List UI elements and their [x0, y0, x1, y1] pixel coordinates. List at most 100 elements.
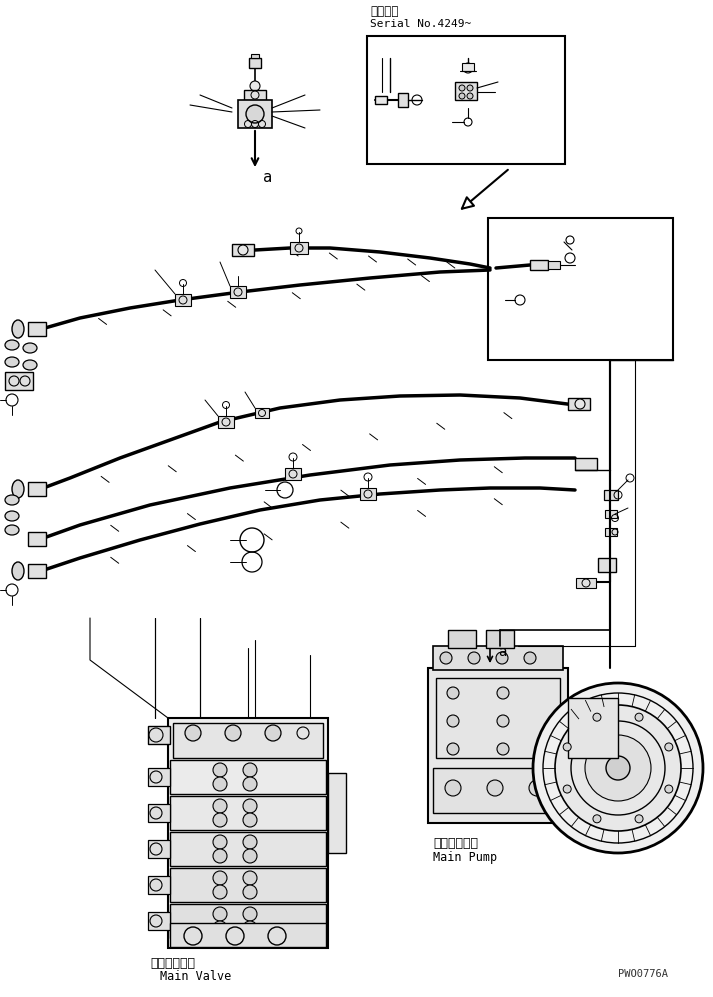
Bar: [148, 804, 170, 822]
Bar: [548, 261, 560, 269]
Ellipse shape: [5, 340, 19, 350]
Bar: [455, 82, 477, 100]
Circle shape: [440, 652, 452, 664]
Circle shape: [238, 245, 248, 255]
Text: a: a: [263, 170, 272, 185]
Bar: [244, 90, 266, 100]
Bar: [575, 458, 597, 470]
Bar: [238, 100, 272, 128]
Ellipse shape: [5, 357, 19, 367]
Text: Serial No.4249~: Serial No.4249~: [370, 19, 471, 29]
Ellipse shape: [5, 495, 19, 505]
Circle shape: [524, 652, 536, 664]
Bar: [230, 286, 246, 298]
Circle shape: [447, 687, 459, 699]
Circle shape: [243, 871, 257, 885]
Text: Main Pump: Main Pump: [433, 850, 497, 863]
Bar: [375, 96, 387, 104]
Circle shape: [665, 743, 673, 751]
Circle shape: [487, 780, 503, 796]
Circle shape: [185, 725, 201, 741]
Bar: [170, 868, 326, 902]
Circle shape: [459, 85, 465, 91]
Bar: [170, 796, 326, 830]
Circle shape: [213, 849, 227, 863]
Circle shape: [467, 93, 473, 99]
Circle shape: [213, 835, 227, 849]
Bar: [28, 564, 46, 578]
Bar: [605, 510, 617, 518]
Circle shape: [463, 63, 473, 73]
Circle shape: [497, 687, 509, 699]
Bar: [605, 528, 617, 536]
Text: メインバルブ: メインバルブ: [150, 956, 195, 969]
Circle shape: [635, 713, 643, 721]
Bar: [433, 646, 563, 670]
Bar: [486, 630, 514, 648]
Circle shape: [265, 725, 281, 741]
Circle shape: [225, 725, 241, 741]
Circle shape: [250, 81, 260, 91]
Bar: [568, 398, 590, 410]
Bar: [488, 218, 673, 360]
Bar: [360, 488, 376, 500]
Bar: [28, 322, 46, 336]
Ellipse shape: [12, 562, 24, 580]
Bar: [170, 760, 326, 794]
Bar: [175, 294, 191, 306]
Bar: [249, 58, 261, 68]
Bar: [604, 490, 618, 500]
Circle shape: [459, 93, 465, 99]
Circle shape: [529, 780, 545, 796]
Circle shape: [243, 921, 257, 935]
Circle shape: [243, 763, 257, 777]
Bar: [448, 630, 476, 648]
Bar: [285, 468, 301, 480]
Ellipse shape: [23, 360, 37, 370]
Circle shape: [243, 885, 257, 899]
Circle shape: [585, 735, 651, 801]
Circle shape: [496, 652, 508, 664]
Bar: [148, 912, 170, 930]
Ellipse shape: [12, 320, 24, 338]
Bar: [173, 723, 323, 758]
Circle shape: [665, 785, 673, 793]
Text: a: a: [498, 645, 506, 659]
Bar: [290, 242, 308, 254]
Circle shape: [635, 815, 643, 823]
Circle shape: [213, 921, 227, 935]
Circle shape: [497, 743, 509, 755]
Bar: [433, 768, 563, 813]
Bar: [148, 768, 170, 786]
Text: メインポンプ: メインポンプ: [433, 836, 478, 849]
Circle shape: [213, 907, 227, 921]
Circle shape: [575, 399, 585, 409]
Bar: [568, 698, 618, 758]
Circle shape: [213, 813, 227, 827]
Bar: [5, 372, 33, 390]
Bar: [530, 260, 548, 270]
Bar: [576, 578, 596, 588]
Ellipse shape: [23, 343, 37, 353]
Bar: [28, 532, 46, 546]
Bar: [170, 832, 326, 866]
Circle shape: [213, 777, 227, 791]
Circle shape: [563, 785, 571, 793]
Ellipse shape: [5, 511, 19, 521]
Bar: [148, 876, 170, 894]
Bar: [436, 678, 560, 758]
Bar: [170, 923, 326, 947]
Bar: [255, 408, 269, 418]
Circle shape: [593, 713, 601, 721]
Circle shape: [243, 777, 257, 791]
Bar: [148, 726, 170, 744]
Circle shape: [468, 652, 480, 664]
Bar: [328, 773, 346, 853]
Circle shape: [243, 907, 257, 921]
Bar: [218, 416, 234, 428]
Circle shape: [467, 85, 473, 91]
Text: PWO0776A: PWO0776A: [618, 969, 668, 979]
Bar: [232, 244, 254, 256]
Circle shape: [213, 763, 227, 777]
Bar: [398, 93, 408, 107]
